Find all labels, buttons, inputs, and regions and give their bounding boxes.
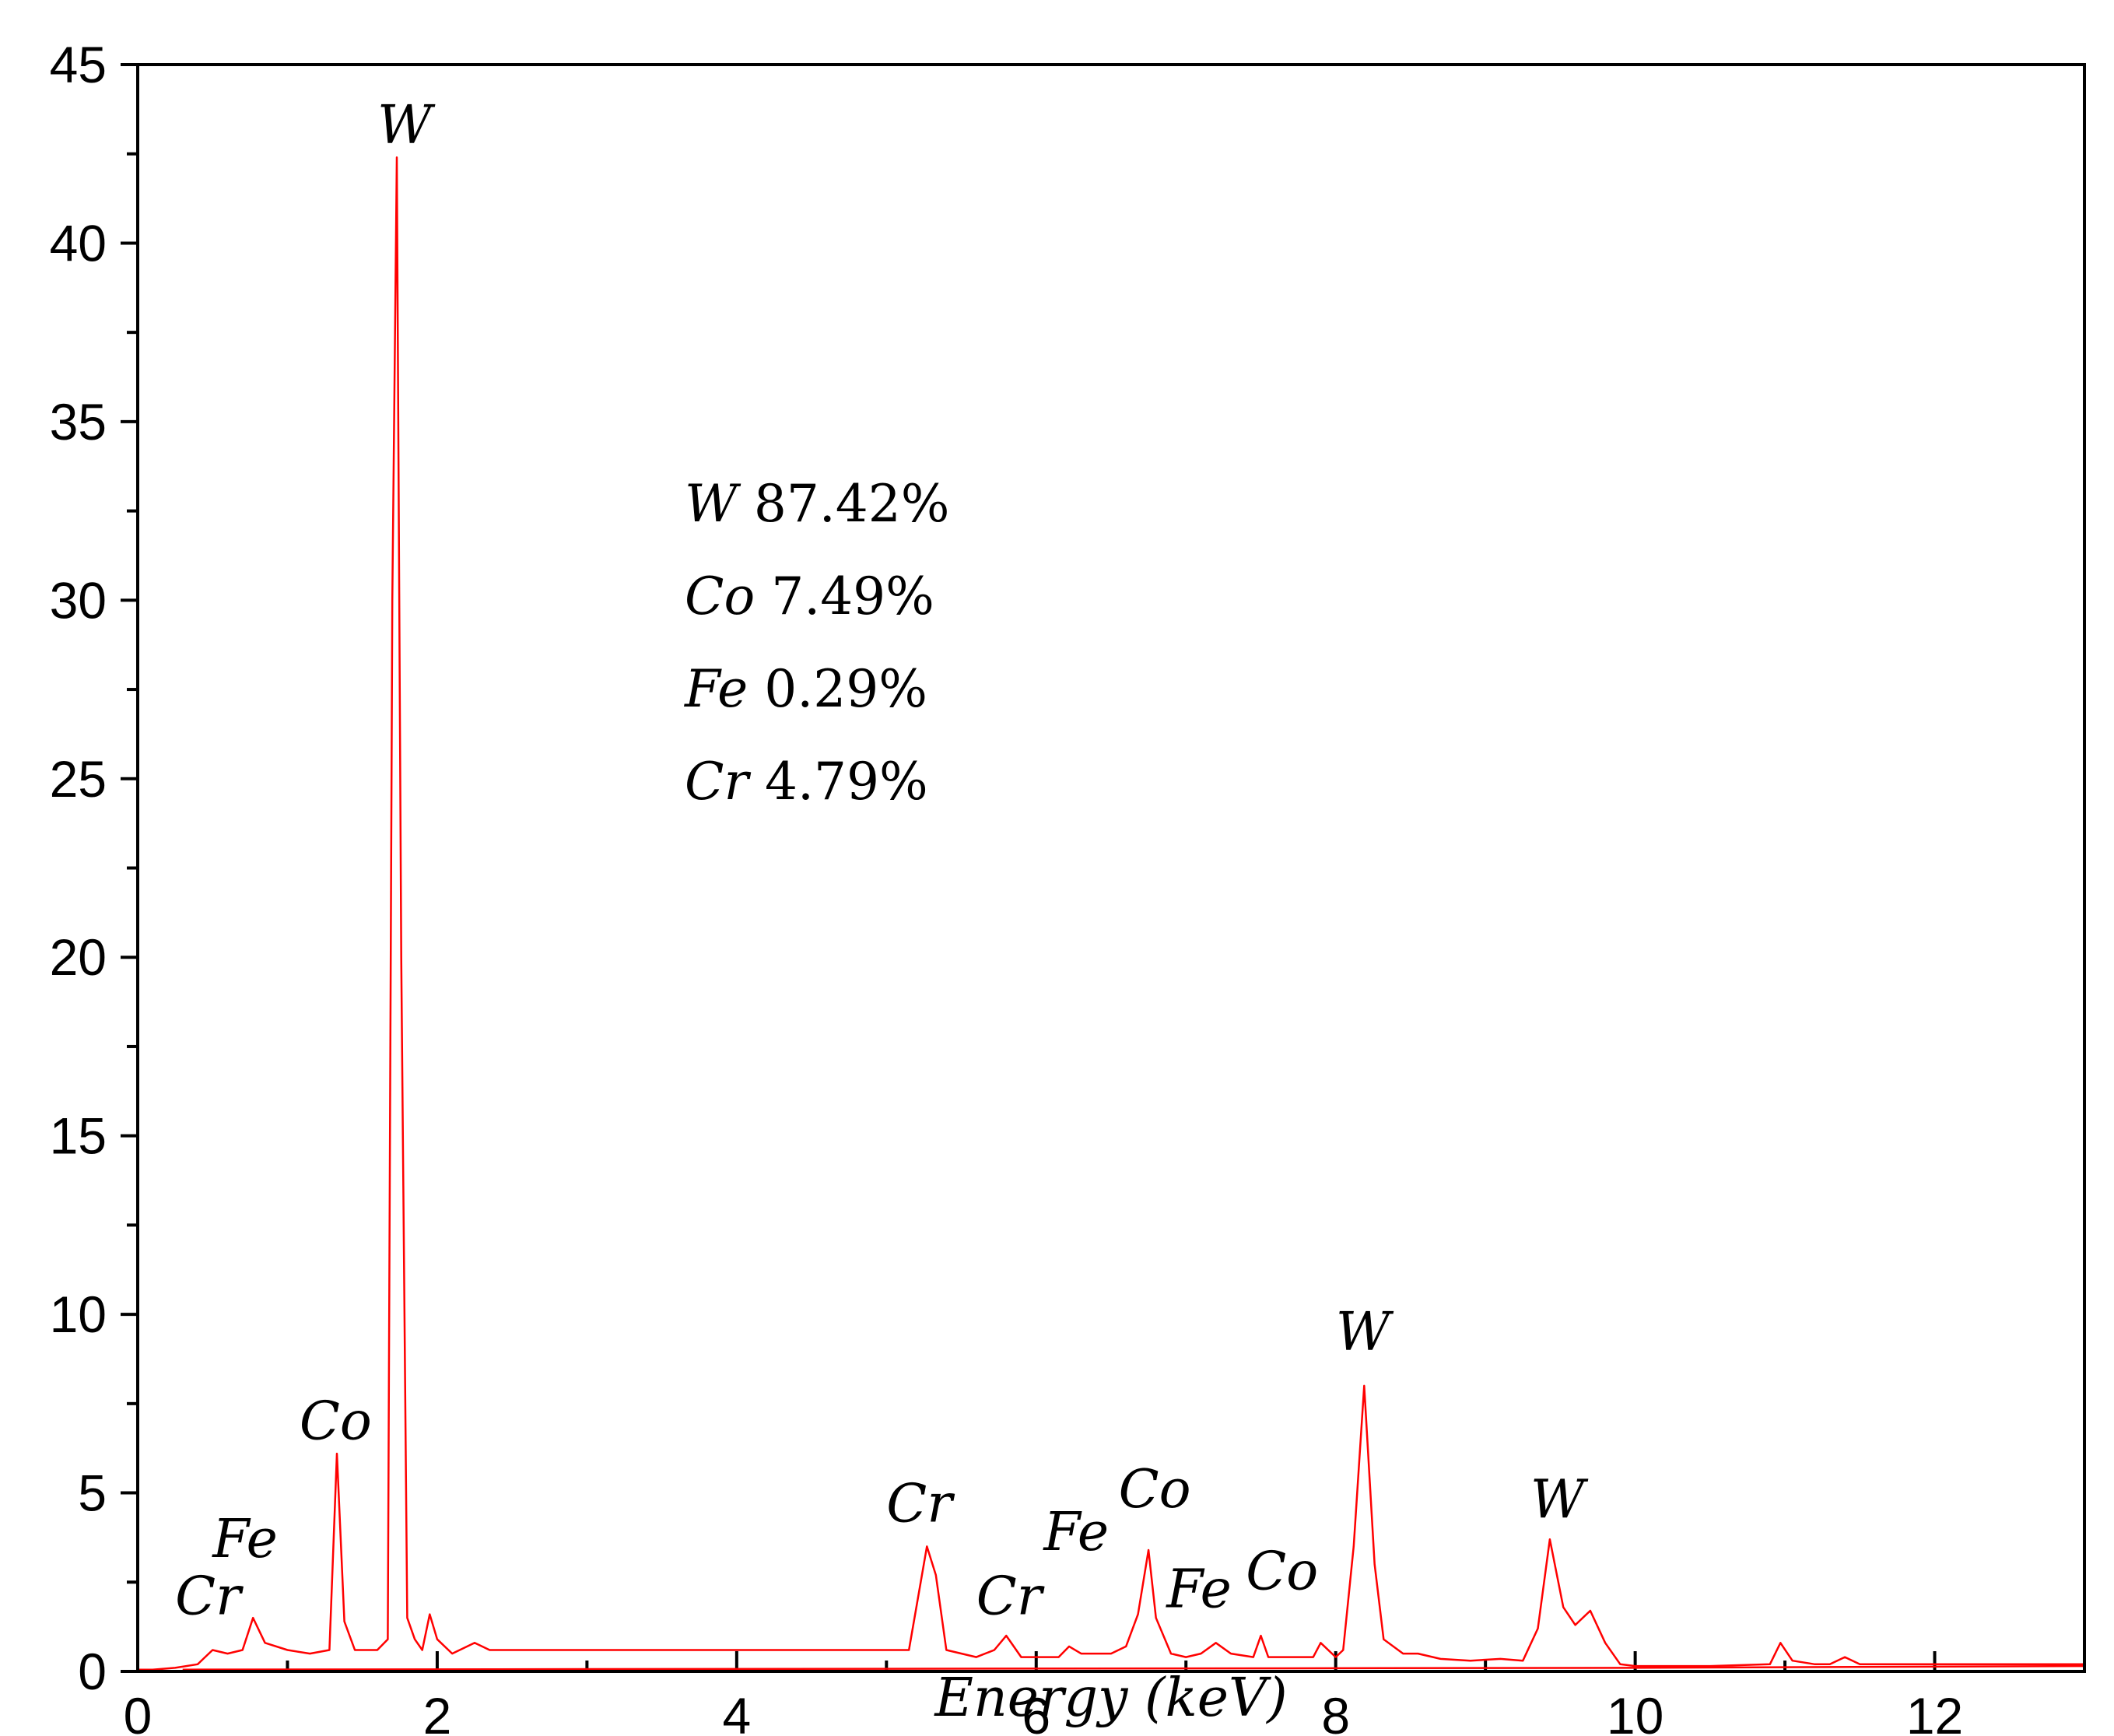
peak-label: Cr [886, 1473, 955, 1534]
composition-entry: Fe 0.29% [684, 659, 927, 719]
x-tick-label: 0 [124, 1687, 153, 1736]
tick-labels: 0 2 4 6 8 10 12 0 5 10 15 20 25 30 35 40 45 [50, 36, 1964, 1736]
composition-element: Cr [685, 752, 765, 812]
x-tick-label: 10 [1607, 1687, 1664, 1736]
composition-value: 4.79% [765, 752, 928, 812]
peak-label: Cr [976, 1566, 1045, 1628]
y-tick-label: 25 [50, 750, 107, 808]
composition-legend: W 87.42%Co 7.49%Fe 0.29%Cr 4.79% [684, 474, 950, 812]
y-tick-label: 40 [50, 214, 107, 272]
peak-label: Fe [211, 1509, 278, 1570]
x-tick-label: 2 [423, 1687, 452, 1736]
composition-element: Fe [684, 659, 764, 719]
y-tick-label: 10 [50, 1285, 107, 1343]
composition-element: Co [685, 566, 771, 626]
y-tick-label: 20 [50, 928, 107, 986]
spectrum-line [138, 156, 2084, 1671]
peak-label: W [1530, 1470, 1589, 1531]
x-axis-title: Energy (keV) [933, 1668, 1287, 1729]
y-tick-label: 15 [50, 1107, 107, 1165]
peak-label: W [377, 95, 436, 156]
y-tick-label: 45 [50, 36, 107, 93]
peak-label: W [1336, 1302, 1394, 1363]
composition-value: 87.42% [754, 474, 950, 534]
x-tick-label: 4 [722, 1687, 751, 1736]
peak-label: Fe [1165, 1559, 1232, 1620]
peak-label: Co [1119, 1459, 1191, 1520]
plot-area [138, 65, 2084, 1671]
peak-label: Fe [1042, 1502, 1109, 1563]
plot-frame [136, 63, 2086, 1673]
x-tick-label: 12 [1906, 1687, 1963, 1736]
composition-element: W [685, 474, 754, 534]
peak-label: Co [1246, 1541, 1318, 1602]
composition-value: 7.49% [771, 566, 934, 626]
y-tick-label: 0 [78, 1643, 107, 1700]
y-tick-label: 30 [50, 571, 107, 629]
x-tick-label: 6 [1022, 1687, 1050, 1736]
composition-value: 0.29% [764, 659, 927, 719]
peak-label: Co [300, 1391, 372, 1453]
y-tick-label: 5 [78, 1464, 107, 1522]
composition-entry: Co 7.49% [685, 566, 934, 626]
composition-entry: Cr 4.79% [685, 752, 928, 812]
x-tick-label: 8 [1321, 1687, 1350, 1736]
composition-entry: W 87.42% [685, 474, 950, 534]
y-tick-label: 35 [50, 393, 107, 451]
peak-label: Cr [175, 1566, 244, 1628]
spectrum-baseline [182, 1664, 2085, 1671]
